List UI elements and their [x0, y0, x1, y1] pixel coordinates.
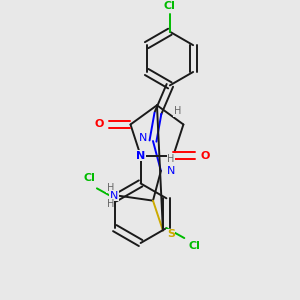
- Text: N: N: [167, 166, 175, 176]
- Text: H: H: [167, 154, 175, 164]
- Text: Cl: Cl: [164, 1, 176, 11]
- Text: O: O: [200, 151, 210, 160]
- Text: H: H: [106, 199, 114, 208]
- Text: H: H: [106, 183, 114, 193]
- Text: O: O: [94, 119, 104, 130]
- Text: N: N: [139, 133, 147, 143]
- Text: N: N: [136, 151, 145, 160]
- Text: Cl: Cl: [83, 173, 95, 183]
- Text: H: H: [174, 106, 181, 116]
- Text: Cl: Cl: [188, 241, 200, 251]
- Text: S: S: [167, 230, 175, 239]
- Text: N: N: [110, 191, 118, 201]
